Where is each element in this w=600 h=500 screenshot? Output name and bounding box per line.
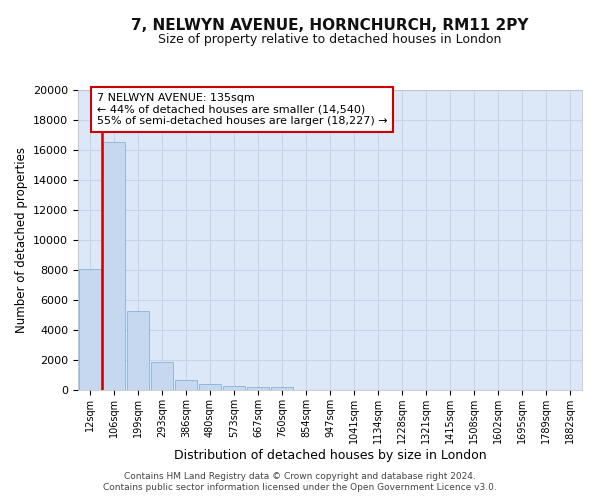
Text: Contains public sector information licensed under the Open Government Licence v3: Contains public sector information licen… xyxy=(103,483,497,492)
Bar xyxy=(199,384,221,390)
Bar xyxy=(151,362,173,390)
Bar xyxy=(175,380,197,390)
Text: 7, NELWYN AVENUE, HORNCHURCH, RM11 2PY: 7, NELWYN AVENUE, HORNCHURCH, RM11 2PY xyxy=(131,18,529,32)
Text: Size of property relative to detached houses in London: Size of property relative to detached ho… xyxy=(158,32,502,46)
Text: Contains HM Land Registry data © Crown copyright and database right 2024.: Contains HM Land Registry data © Crown c… xyxy=(124,472,476,481)
Bar xyxy=(247,387,269,390)
X-axis label: Distribution of detached houses by size in London: Distribution of detached houses by size … xyxy=(173,448,487,462)
Bar xyxy=(103,142,125,390)
Text: 7 NELWYN AVENUE: 135sqm
← 44% of detached houses are smaller (14,540)
55% of sem: 7 NELWYN AVENUE: 135sqm ← 44% of detache… xyxy=(97,93,388,126)
Bar xyxy=(223,386,245,390)
Bar xyxy=(271,387,293,390)
Bar xyxy=(79,268,101,390)
Y-axis label: Number of detached properties: Number of detached properties xyxy=(14,147,28,333)
Bar xyxy=(127,310,149,390)
